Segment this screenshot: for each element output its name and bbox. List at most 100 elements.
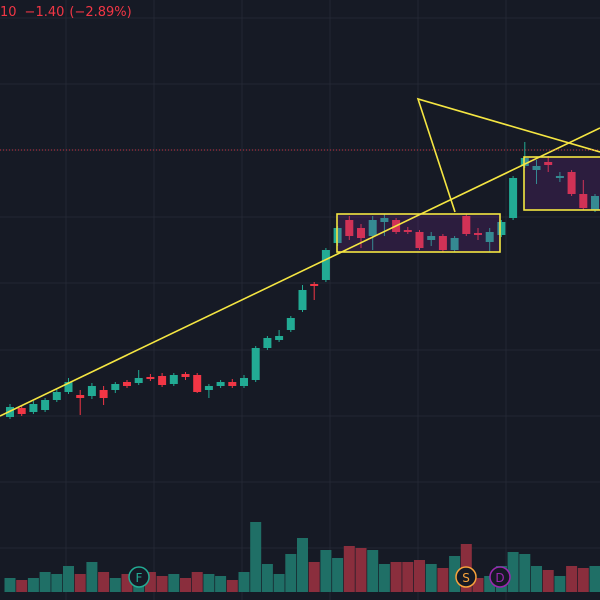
volume-bar	[144, 572, 156, 592]
volume-bar	[402, 562, 414, 592]
volume-bar	[156, 576, 168, 592]
candle-body	[427, 236, 436, 240]
candle-body	[450, 238, 459, 250]
candle-body	[357, 228, 365, 238]
candle-body	[99, 390, 108, 398]
drawings	[0, 97, 600, 417]
candle-body	[403, 230, 412, 232]
volume-bar	[238, 572, 250, 592]
volume-bar	[332, 558, 344, 592]
volume-bar	[27, 578, 39, 592]
candle-body	[321, 250, 330, 280]
candle-body	[146, 377, 155, 379]
volume-bar	[261, 564, 273, 592]
volume-bar	[191, 572, 203, 592]
volume-bar	[484, 576, 496, 592]
event-marker	[489, 566, 511, 588]
volume-bar	[86, 562, 98, 592]
event-label: S	[462, 571, 470, 585]
candle-body	[87, 386, 96, 396]
volume-bar	[577, 568, 589, 592]
volume-bar	[226, 580, 238, 592]
volume-bar	[180, 578, 191, 592]
candle-body	[158, 376, 167, 385]
candle-body	[240, 378, 248, 386]
volume-bar	[98, 572, 110, 592]
volume-bar	[308, 562, 320, 592]
candle-body	[29, 404, 38, 412]
volume-bar	[320, 550, 332, 592]
event-marker	[128, 566, 150, 588]
candle-body	[64, 382, 73, 392]
event-marker	[455, 566, 477, 588]
candle-body	[485, 232, 494, 242]
candle-body	[345, 220, 354, 236]
event-label: D	[495, 571, 504, 585]
candle-body	[286, 318, 295, 330]
volume-bar	[343, 546, 355, 592]
candle-body	[474, 233, 482, 235]
volume-bar	[297, 538, 308, 592]
volume-bar	[273, 574, 285, 592]
candle-body	[591, 196, 599, 210]
volume-bar	[367, 550, 379, 592]
candle-body	[251, 348, 260, 380]
volume-bar	[414, 560, 425, 592]
candle-body	[228, 382, 237, 386]
candle-body	[462, 216, 471, 234]
volume-bar	[378, 564, 390, 592]
volume-bar	[168, 574, 180, 592]
candle-body	[567, 172, 576, 194]
volume-bar	[507, 552, 519, 592]
volume-bar	[4, 578, 16, 592]
candle-body	[123, 382, 131, 386]
candle-body	[544, 162, 553, 165]
volume-bar	[390, 562, 402, 592]
volume-bar	[63, 566, 74, 592]
candle-body	[497, 222, 506, 235]
volume-bar	[437, 568, 449, 592]
volume-bar	[285, 554, 297, 592]
volume-bar	[203, 574, 215, 592]
price-fragment: 10	[0, 5, 17, 20]
volume-bar	[109, 578, 121, 592]
volume-bar	[51, 574, 63, 592]
candle-body	[555, 176, 564, 178]
candle-body	[263, 338, 272, 348]
candle-body	[380, 218, 389, 222]
change-percent: (−2.89%)	[69, 5, 131, 20]
candle-body	[275, 336, 284, 340]
candle-body	[41, 400, 50, 410]
candle-body	[17, 408, 26, 414]
candle-body	[134, 378, 143, 383]
candle-body	[579, 194, 588, 208]
header-text: 10 −1.40 (−2.89%)	[0, 5, 132, 20]
volume-bar	[425, 564, 437, 592]
candle-body	[111, 384, 120, 390]
volume-bar	[449, 556, 461, 592]
candle-body	[76, 395, 85, 398]
volume-bar	[589, 566, 600, 592]
volume-bar	[519, 554, 531, 592]
volume-bar	[355, 548, 367, 592]
candle-body	[204, 386, 213, 390]
candle-body	[169, 375, 178, 384]
volume-bar	[215, 576, 227, 592]
volume-bar	[542, 570, 554, 592]
candle-body	[216, 382, 225, 386]
candle-body	[52, 392, 61, 400]
candle-body	[298, 290, 307, 310]
volume-bar	[531, 566, 542, 592]
volume-bar	[16, 580, 28, 592]
change: −1.40	[25, 5, 65, 20]
volume-bar	[121, 574, 133, 592]
volume-bar	[566, 566, 578, 592]
volume-bar	[74, 574, 86, 592]
candle-body	[532, 166, 541, 170]
candle-body	[509, 178, 518, 218]
candle-body	[368, 220, 377, 236]
volume-bar	[554, 576, 566, 592]
volume-bar	[39, 572, 51, 592]
